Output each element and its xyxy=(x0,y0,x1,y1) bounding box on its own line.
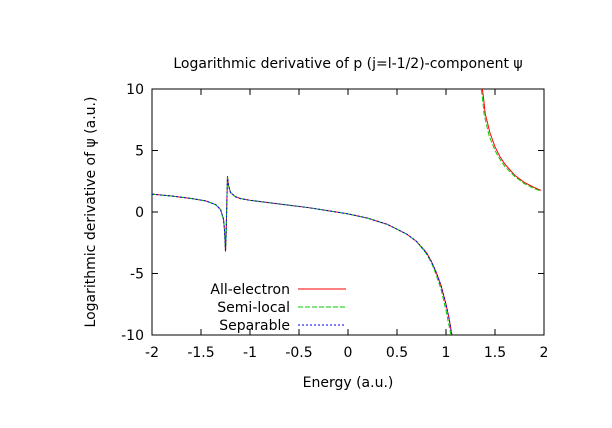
x-tick-label: 2 xyxy=(540,345,549,361)
y-tick-label: -5 xyxy=(130,267,144,283)
x-axis-label: Energy (a.u.) xyxy=(303,375,394,391)
axis-tick-labels: -2 -1.5 -1 -0.5 0 0.5 1 1.5 2 -10 -5 0 5 10 xyxy=(121,82,548,361)
y-tick-label: 0 xyxy=(135,205,144,221)
y-tick-label: 5 xyxy=(135,144,144,160)
y-axis-label: Logarithmic derivative of ψ (a.u.) xyxy=(83,97,99,328)
legend: All-electron Semi-local Separable xyxy=(210,282,346,334)
x-tick-label: -0.5 xyxy=(285,345,312,361)
x-tick-label: 0 xyxy=(344,345,353,361)
legend-label: Semi-local xyxy=(217,300,290,316)
series-line xyxy=(152,89,542,335)
plot-frame xyxy=(151,88,545,336)
x-tick-label: -2 xyxy=(145,345,159,361)
y-tick-label: -10 xyxy=(121,328,144,344)
x-tick-label: 1 xyxy=(442,345,451,361)
series-line xyxy=(152,176,453,335)
x-tick-label: -1.5 xyxy=(187,345,214,361)
series-line xyxy=(152,89,542,335)
y-tick-label: 10 xyxy=(126,82,144,98)
series-layer xyxy=(152,89,542,335)
chart-title: Logarithmic derivative of p (j=l-1/2)-co… xyxy=(173,56,522,72)
legend-label: All-electron xyxy=(210,282,290,298)
x-tick-label: -1 xyxy=(243,345,257,361)
x-tick-label: 0.5 xyxy=(386,345,408,361)
x-tick-label: 1.5 xyxy=(484,345,506,361)
legend-label: Separable xyxy=(219,318,290,334)
axis-ticks xyxy=(151,88,545,336)
